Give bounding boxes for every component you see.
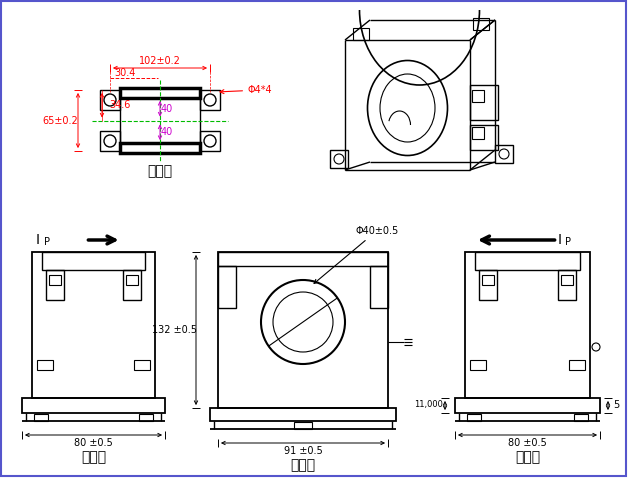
Bar (482, 275, 494, 285)
Text: 右视图: 右视图 (515, 450, 540, 464)
Bar (472, 90, 484, 102)
Bar (123, 270, 141, 300)
Bar (49, 275, 61, 285)
Text: 34.6: 34.6 (109, 100, 131, 110)
Bar (100, 131, 120, 151)
Text: 91 ±0.5: 91 ±0.5 (284, 446, 322, 456)
Bar (569, 360, 585, 370)
Bar (479, 270, 497, 300)
Bar (218, 266, 236, 308)
Bar (455, 398, 600, 413)
Bar (218, 252, 388, 266)
Bar (126, 275, 138, 285)
Bar (37, 360, 53, 370)
Bar (465, 252, 590, 398)
Text: I: I (36, 233, 40, 247)
Bar (495, 145, 513, 163)
Bar (370, 266, 388, 308)
Bar (472, 127, 484, 139)
Text: 40: 40 (161, 104, 173, 114)
Bar (470, 125, 498, 150)
Bar (200, 131, 220, 151)
Text: 左视图: 左视图 (81, 450, 106, 464)
Text: Φ40±0.5: Φ40±0.5 (314, 226, 398, 283)
Bar (218, 252, 388, 408)
Text: 11,000: 11,000 (414, 401, 443, 410)
Bar (470, 85, 498, 120)
Text: 主视图: 主视图 (290, 458, 315, 472)
Bar (561, 275, 573, 285)
Bar (470, 360, 486, 370)
Bar (210, 408, 396, 421)
Bar (558, 270, 576, 300)
Bar (120, 88, 200, 98)
Text: 40: 40 (161, 127, 173, 137)
Text: 80 ±0.5: 80 ±0.5 (508, 438, 547, 448)
Bar (574, 414, 588, 421)
Bar (200, 90, 220, 110)
Bar (134, 360, 150, 370)
Bar (475, 252, 580, 270)
Text: 80 ±0.5: 80 ±0.5 (74, 438, 113, 448)
Bar (34, 414, 48, 421)
Text: P: P (565, 237, 571, 247)
Text: 30.4: 30.4 (114, 68, 136, 78)
Bar (46, 270, 64, 300)
Text: P: P (44, 237, 50, 247)
Bar (32, 252, 155, 398)
Text: 102±0.2: 102±0.2 (139, 56, 181, 66)
Text: I: I (558, 233, 561, 247)
Bar (22, 398, 165, 413)
Text: 5: 5 (613, 400, 619, 410)
Text: 132 ±0.5: 132 ±0.5 (151, 325, 197, 335)
Bar (139, 414, 153, 421)
Bar (42, 252, 145, 270)
Text: Φ4*4: Φ4*4 (220, 85, 273, 95)
Bar (120, 143, 200, 153)
Bar (467, 414, 481, 421)
Bar (330, 150, 348, 168)
Bar (100, 90, 120, 110)
Bar (473, 18, 489, 30)
Text: 65±0.2: 65±0.2 (42, 116, 78, 126)
Bar (294, 422, 312, 429)
Bar (353, 28, 369, 40)
Text: 俯视图: 俯视图 (148, 164, 173, 178)
